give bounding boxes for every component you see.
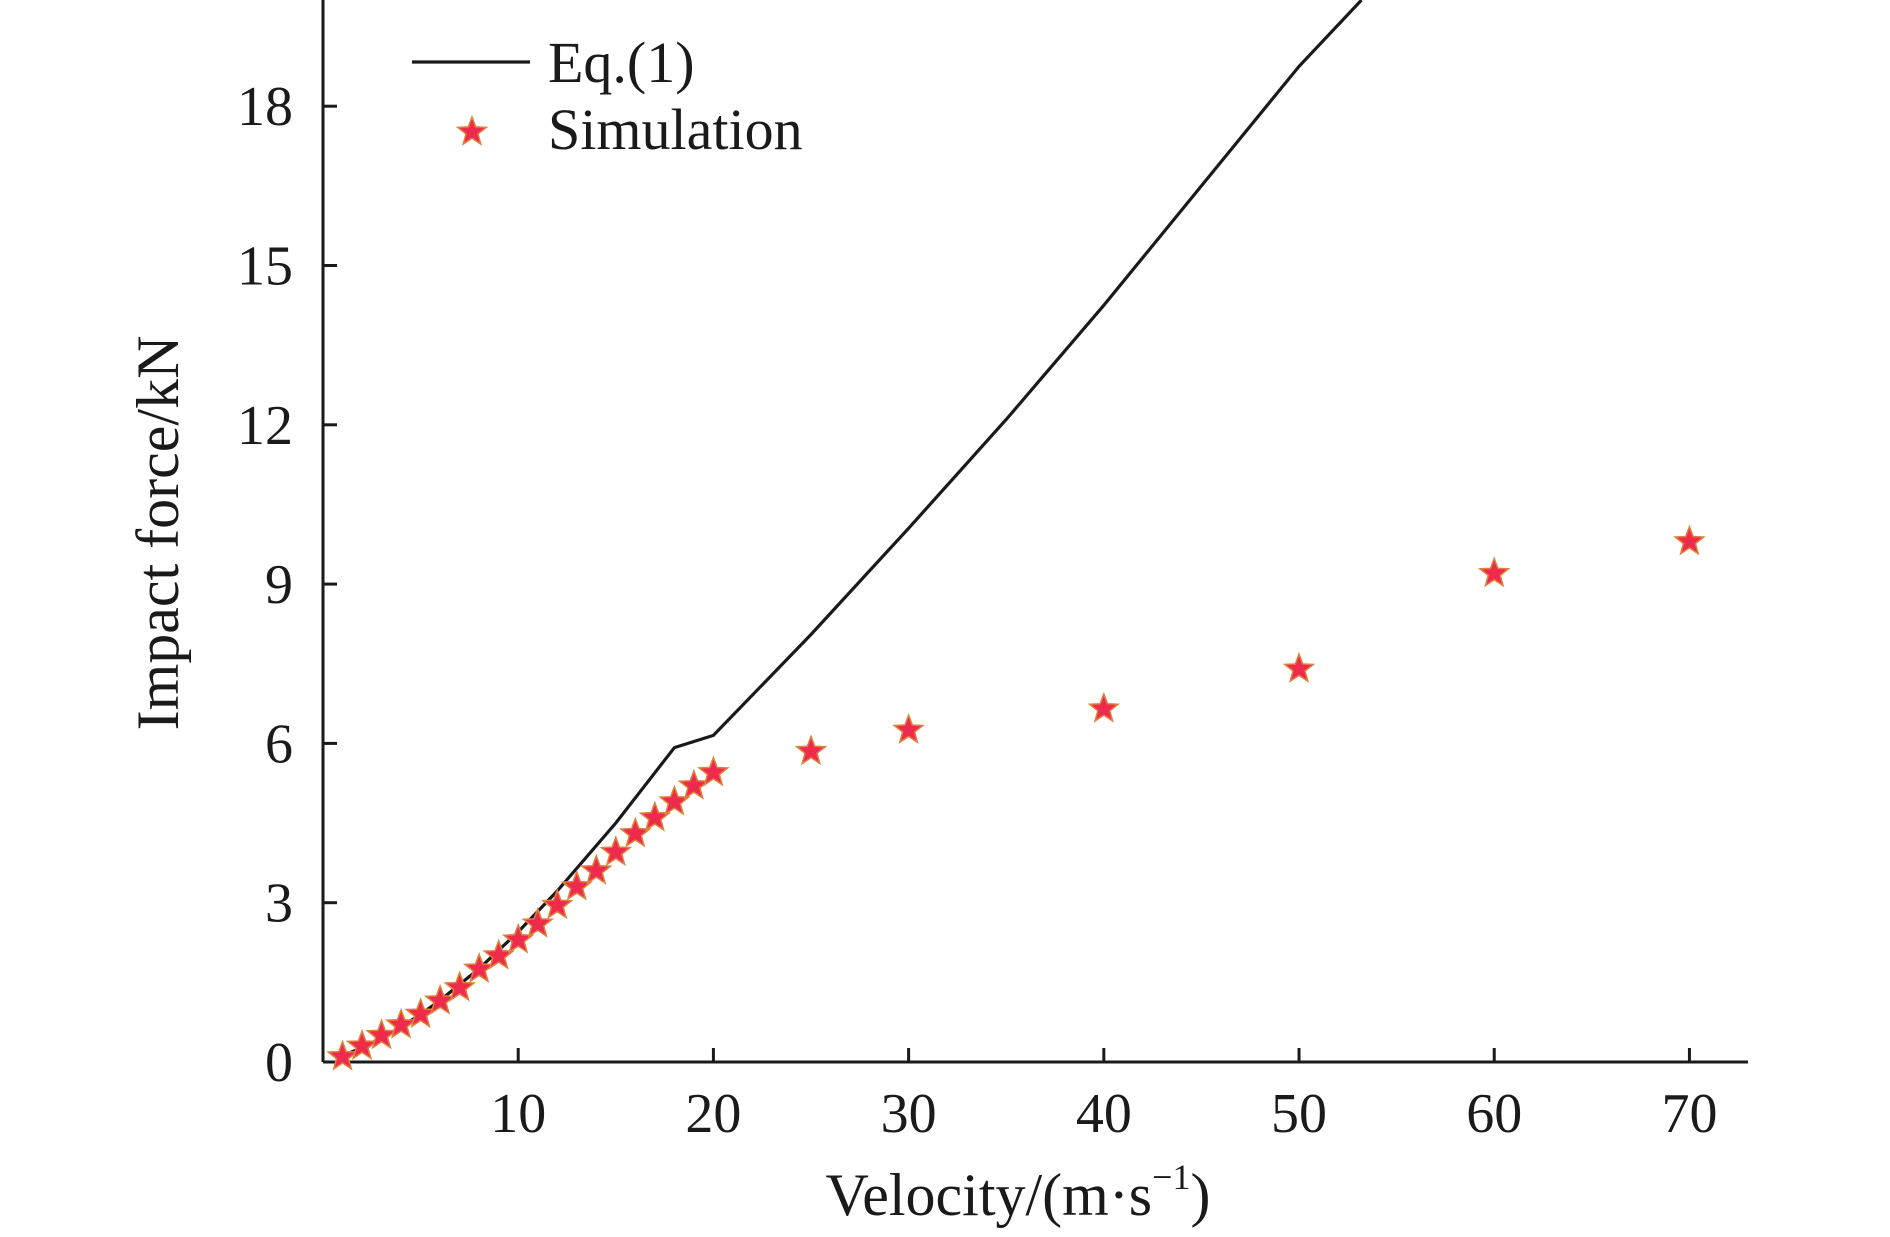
x-tick-label: 10 <box>490 1083 546 1145</box>
data-point-star <box>404 997 437 1029</box>
y-tick-label: 0 <box>265 1032 293 1094</box>
data-point-star <box>619 816 652 848</box>
data-point-star <box>501 922 535 954</box>
data-point-star <box>345 1028 379 1060</box>
data-point-star <box>326 1039 359 1071</box>
x-tick-label: 30 <box>881 1083 937 1145</box>
y-tick-label: 18 <box>237 76 293 138</box>
x-axis-title-close: ) <box>1190 1162 1210 1228</box>
x-axis-title-main: Velocity/(m·s <box>826 1162 1153 1228</box>
data-point-star <box>1282 651 1316 683</box>
y-tick-label: 6 <box>265 713 293 775</box>
legend-label-eq1: Eq.(1) <box>548 30 695 95</box>
data-point-star <box>423 983 457 1015</box>
data-point-star <box>1477 556 1511 588</box>
data-point-star <box>1087 691 1121 723</box>
data-point-star <box>697 755 730 787</box>
x-tick-label: 60 <box>1466 1083 1522 1145</box>
data-point-star <box>579 853 613 885</box>
x-tick-label: 40 <box>1076 1083 1132 1145</box>
x-tick-label: 20 <box>685 1083 741 1145</box>
data-point-star <box>443 970 476 1002</box>
data-point-star <box>560 869 594 901</box>
plot-area <box>326 0 1706 1071</box>
legend-star-swatch <box>455 114 489 146</box>
series-line-eq1 <box>341 0 1363 1058</box>
data-point-star <box>794 734 828 766</box>
y-axis-title: Impact force/kN <box>125 336 191 731</box>
data-point-star <box>384 1007 418 1039</box>
data-point-star <box>892 712 925 744</box>
data-point-star <box>677 768 711 800</box>
x-tick-label: 70 <box>1661 1083 1717 1145</box>
data-point-star <box>365 1018 398 1050</box>
data-point-star <box>658 784 691 816</box>
y-tick-label: 9 <box>265 554 293 616</box>
data-point-star <box>521 906 555 938</box>
data-point-star <box>599 835 633 867</box>
data-point-star <box>540 888 574 920</box>
axes: 0 3 6 9 12 15 18 10 20 30 40 50 60 70 <box>237 0 1748 1145</box>
legend: Eq.(1) Simulation <box>412 30 803 162</box>
data-point-star <box>1673 524 1706 556</box>
y-tick-label: 12 <box>237 395 293 457</box>
legend-label-simulation: Simulation <box>548 97 803 162</box>
x-axis-title-superscript: −1 <box>1152 1157 1190 1197</box>
y-tick-label: 15 <box>237 236 293 298</box>
x-axis-title: Velocity/(m·s−1) <box>826 1157 1211 1228</box>
y-tick-label: 3 <box>265 873 293 935</box>
data-point-star <box>462 951 496 983</box>
data-point-star <box>638 800 672 832</box>
x-tick-label: 50 <box>1271 1083 1327 1145</box>
